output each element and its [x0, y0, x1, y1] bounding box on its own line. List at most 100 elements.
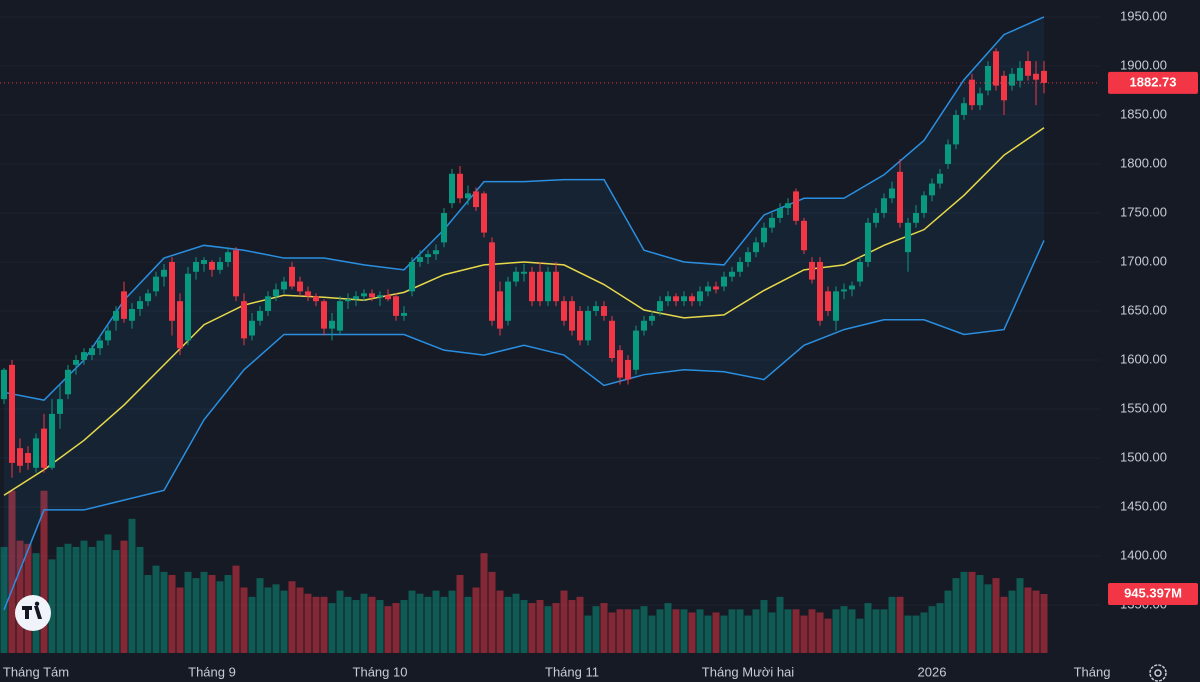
candle-body [217, 261, 223, 270]
volume-bar [584, 615, 592, 653]
volume-bar [344, 596, 352, 653]
volume-bar [528, 603, 536, 653]
volume-bar [896, 596, 904, 653]
volume-bar [456, 574, 464, 653]
last-price-label: 1882.73 [1130, 74, 1177, 89]
candle-body [353, 296, 359, 300]
volume-bar [432, 590, 440, 653]
candle-body [641, 320, 647, 331]
volume-bar [912, 615, 920, 653]
candle-body [1, 369, 7, 400]
candle-body [601, 306, 607, 316]
volume-bar [624, 609, 632, 653]
candle-body [313, 296, 319, 302]
volume-bar [120, 540, 128, 653]
volume-bar [672, 609, 680, 653]
candle-body [785, 203, 791, 209]
volume-bar [248, 596, 256, 653]
y-tick-label: 1800.00 [1120, 155, 1167, 170]
volume-bar [440, 596, 448, 653]
volume-bar [888, 596, 896, 653]
candle-body [1025, 61, 1031, 76]
candle-body [265, 296, 271, 311]
candle-body [809, 261, 815, 280]
volume-bar [104, 534, 112, 653]
candle-body [145, 293, 151, 302]
tradingview-logo [15, 595, 51, 631]
candle-body [433, 250, 439, 255]
volume-tag [1108, 583, 1198, 606]
volume-bar [232, 565, 240, 653]
candle-body [393, 296, 399, 316]
volume-bar [560, 590, 568, 653]
x-tick-label: Tháng 10 [353, 664, 408, 679]
candle-body [65, 369, 71, 395]
candle-body [521, 271, 527, 274]
volume-bar [928, 606, 936, 653]
y-tick-label: 1600.00 [1120, 351, 1167, 366]
volume-bar [688, 612, 696, 653]
candle-body [825, 291, 831, 311]
volume-bar [640, 606, 648, 653]
y-tick-label: 1750.00 [1120, 204, 1167, 219]
candle-body [649, 315, 655, 321]
volume-bar [80, 540, 88, 653]
candle-body [729, 271, 735, 277]
volume-bar [992, 578, 1000, 653]
volume-bar [72, 546, 80, 653]
volume-bar [832, 609, 840, 653]
candle-body [793, 191, 799, 221]
candle-body [945, 144, 951, 164]
candle-body [705, 286, 711, 292]
candle-body [17, 448, 23, 466]
candle-body [425, 254, 431, 258]
volume-bar [944, 590, 952, 653]
candle-body [369, 293, 375, 298]
y-tick-label: 1850.00 [1120, 106, 1167, 121]
volume-bar [776, 596, 784, 653]
candle-body [721, 276, 727, 287]
volume-bar [1024, 587, 1032, 653]
candle-body [673, 296, 679, 302]
x-tick-label: Tháng 11 [545, 664, 599, 679]
candle-body [857, 261, 863, 282]
volume-bar [320, 596, 328, 653]
volume-bar [1032, 590, 1040, 653]
settings-icon[interactable] [1149, 664, 1167, 682]
candle-body [745, 252, 751, 262]
volume-bar [384, 606, 392, 653]
candle-body [377, 295, 383, 298]
candle-body [497, 291, 503, 329]
volume-bar [848, 609, 856, 653]
candle-body [57, 399, 63, 414]
candle-body [489, 242, 495, 321]
candle-body [9, 364, 15, 463]
volume-bar [88, 546, 96, 653]
volume-bar [824, 618, 832, 653]
candle-body [201, 260, 207, 264]
candle-body [769, 217, 775, 228]
x-tick-label: Tháng [1074, 664, 1111, 679]
candle-body [897, 171, 903, 223]
candle-body [1041, 70, 1047, 83]
candle-body [105, 330, 111, 341]
band-line [3, 16, 1045, 401]
volume-bar [744, 615, 752, 653]
volume-bar [592, 606, 600, 653]
volume-bar [152, 565, 160, 653]
volume-bar [360, 593, 368, 653]
candle-body [465, 193, 471, 199]
candle-body [89, 348, 95, 356]
volume-bar [272, 584, 280, 653]
x-tick-label: 2026 [918, 664, 947, 679]
volume-bar [416, 593, 424, 653]
volume-bar [632, 609, 640, 653]
volume-bar [48, 559, 56, 653]
y-tick-label: 1950.00 [1120, 8, 1167, 23]
volume-bar [576, 596, 584, 653]
candle-body [33, 438, 39, 468]
x-tick-label: Tháng Tám [3, 664, 69, 679]
volume-bar [816, 612, 824, 653]
candle-body [593, 306, 599, 311]
